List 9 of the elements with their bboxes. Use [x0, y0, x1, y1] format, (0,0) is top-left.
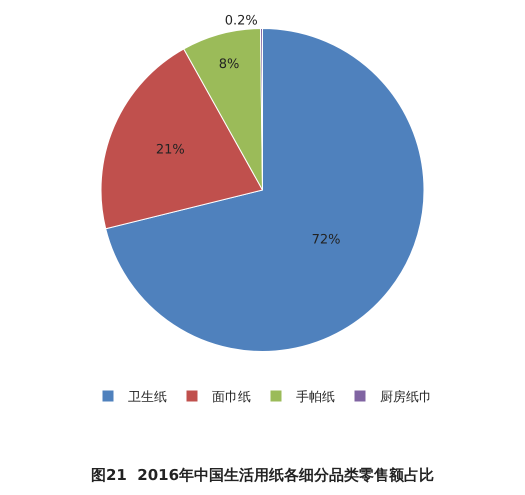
legend-label: 卫生纸: [128, 390, 167, 406]
legend-label: 手帕纸: [296, 390, 335, 406]
legend-label: 面巾纸: [212, 390, 251, 406]
data-label: 8%: [218, 57, 240, 72]
data-label: 21%: [156, 142, 185, 158]
data-label: 0.2%: [224, 14, 258, 29]
legend-label: 厨房纸巾: [380, 389, 432, 406]
data-label: 72%: [312, 232, 341, 248]
text: 图21 2016年中国生活用纸各细分品类零售额占比: [90, 466, 434, 484]
